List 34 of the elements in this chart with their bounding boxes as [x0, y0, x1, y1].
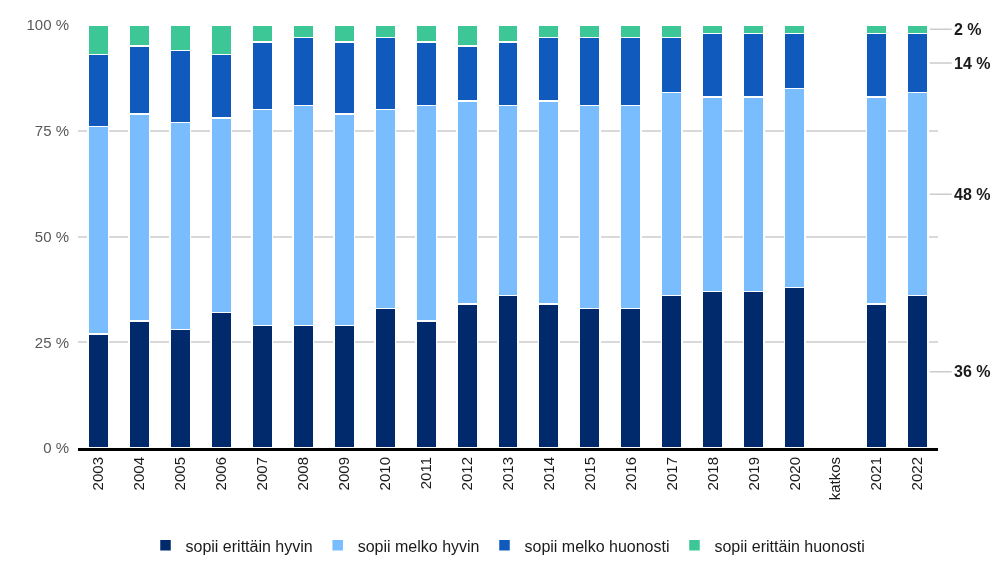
legend-label: sopii melko hyvin: [357, 537, 480, 555]
x-tick-label: 2010: [376, 457, 394, 491]
x-tick-label: 2021: [867, 457, 885, 491]
x-tick-label: 2006: [212, 457, 230, 491]
y-tick-label: 75 %: [34, 122, 69, 139]
legend-label: sopii erittäin hyvin: [185, 537, 313, 555]
legend-label: sopii melko huonosti: [524, 537, 670, 555]
x-tick-label: 2012: [457, 457, 475, 491]
x-tick-label: katkos: [826, 457, 844, 501]
y-tick-label: 0 %: [43, 439, 69, 457]
x-tick-label: 2007: [253, 457, 271, 491]
x-tick-label: 2014: [539, 457, 557, 491]
x-tick-label: 2013: [498, 457, 516, 491]
data-label: 14 %: [954, 55, 991, 72]
y-tick-label: 25 %: [34, 333, 69, 351]
x-tick-label: 2008: [294, 457, 312, 491]
y-tick-label: 100 %: [26, 16, 69, 34]
x-tick-label: 2011: [416, 457, 434, 490]
x-tick-label: 2015: [580, 457, 598, 491]
data-label: 2 %: [954, 21, 982, 38]
x-tick-label: 2020: [785, 457, 803, 491]
x-tick-label: 2018: [703, 457, 721, 491]
x-tick-label: 2009: [335, 457, 353, 491]
data-label: 36 %: [954, 363, 991, 380]
data-label: 48 %: [954, 186, 991, 203]
x-tick-label: 2016: [621, 457, 639, 491]
x-tick-label: 2017: [662, 457, 680, 491]
y-tick-label: 50 %: [34, 227, 69, 245]
x-tick-label: 2022: [908, 457, 926, 491]
x-tick-label: 2019: [744, 457, 762, 491]
x-tick-label: 2005: [171, 457, 189, 491]
x-tick-label: 2004: [130, 457, 148, 491]
x-tick-label: 2003: [89, 457, 107, 491]
legend-label: sopii erittäin huonosti: [714, 537, 865, 555]
